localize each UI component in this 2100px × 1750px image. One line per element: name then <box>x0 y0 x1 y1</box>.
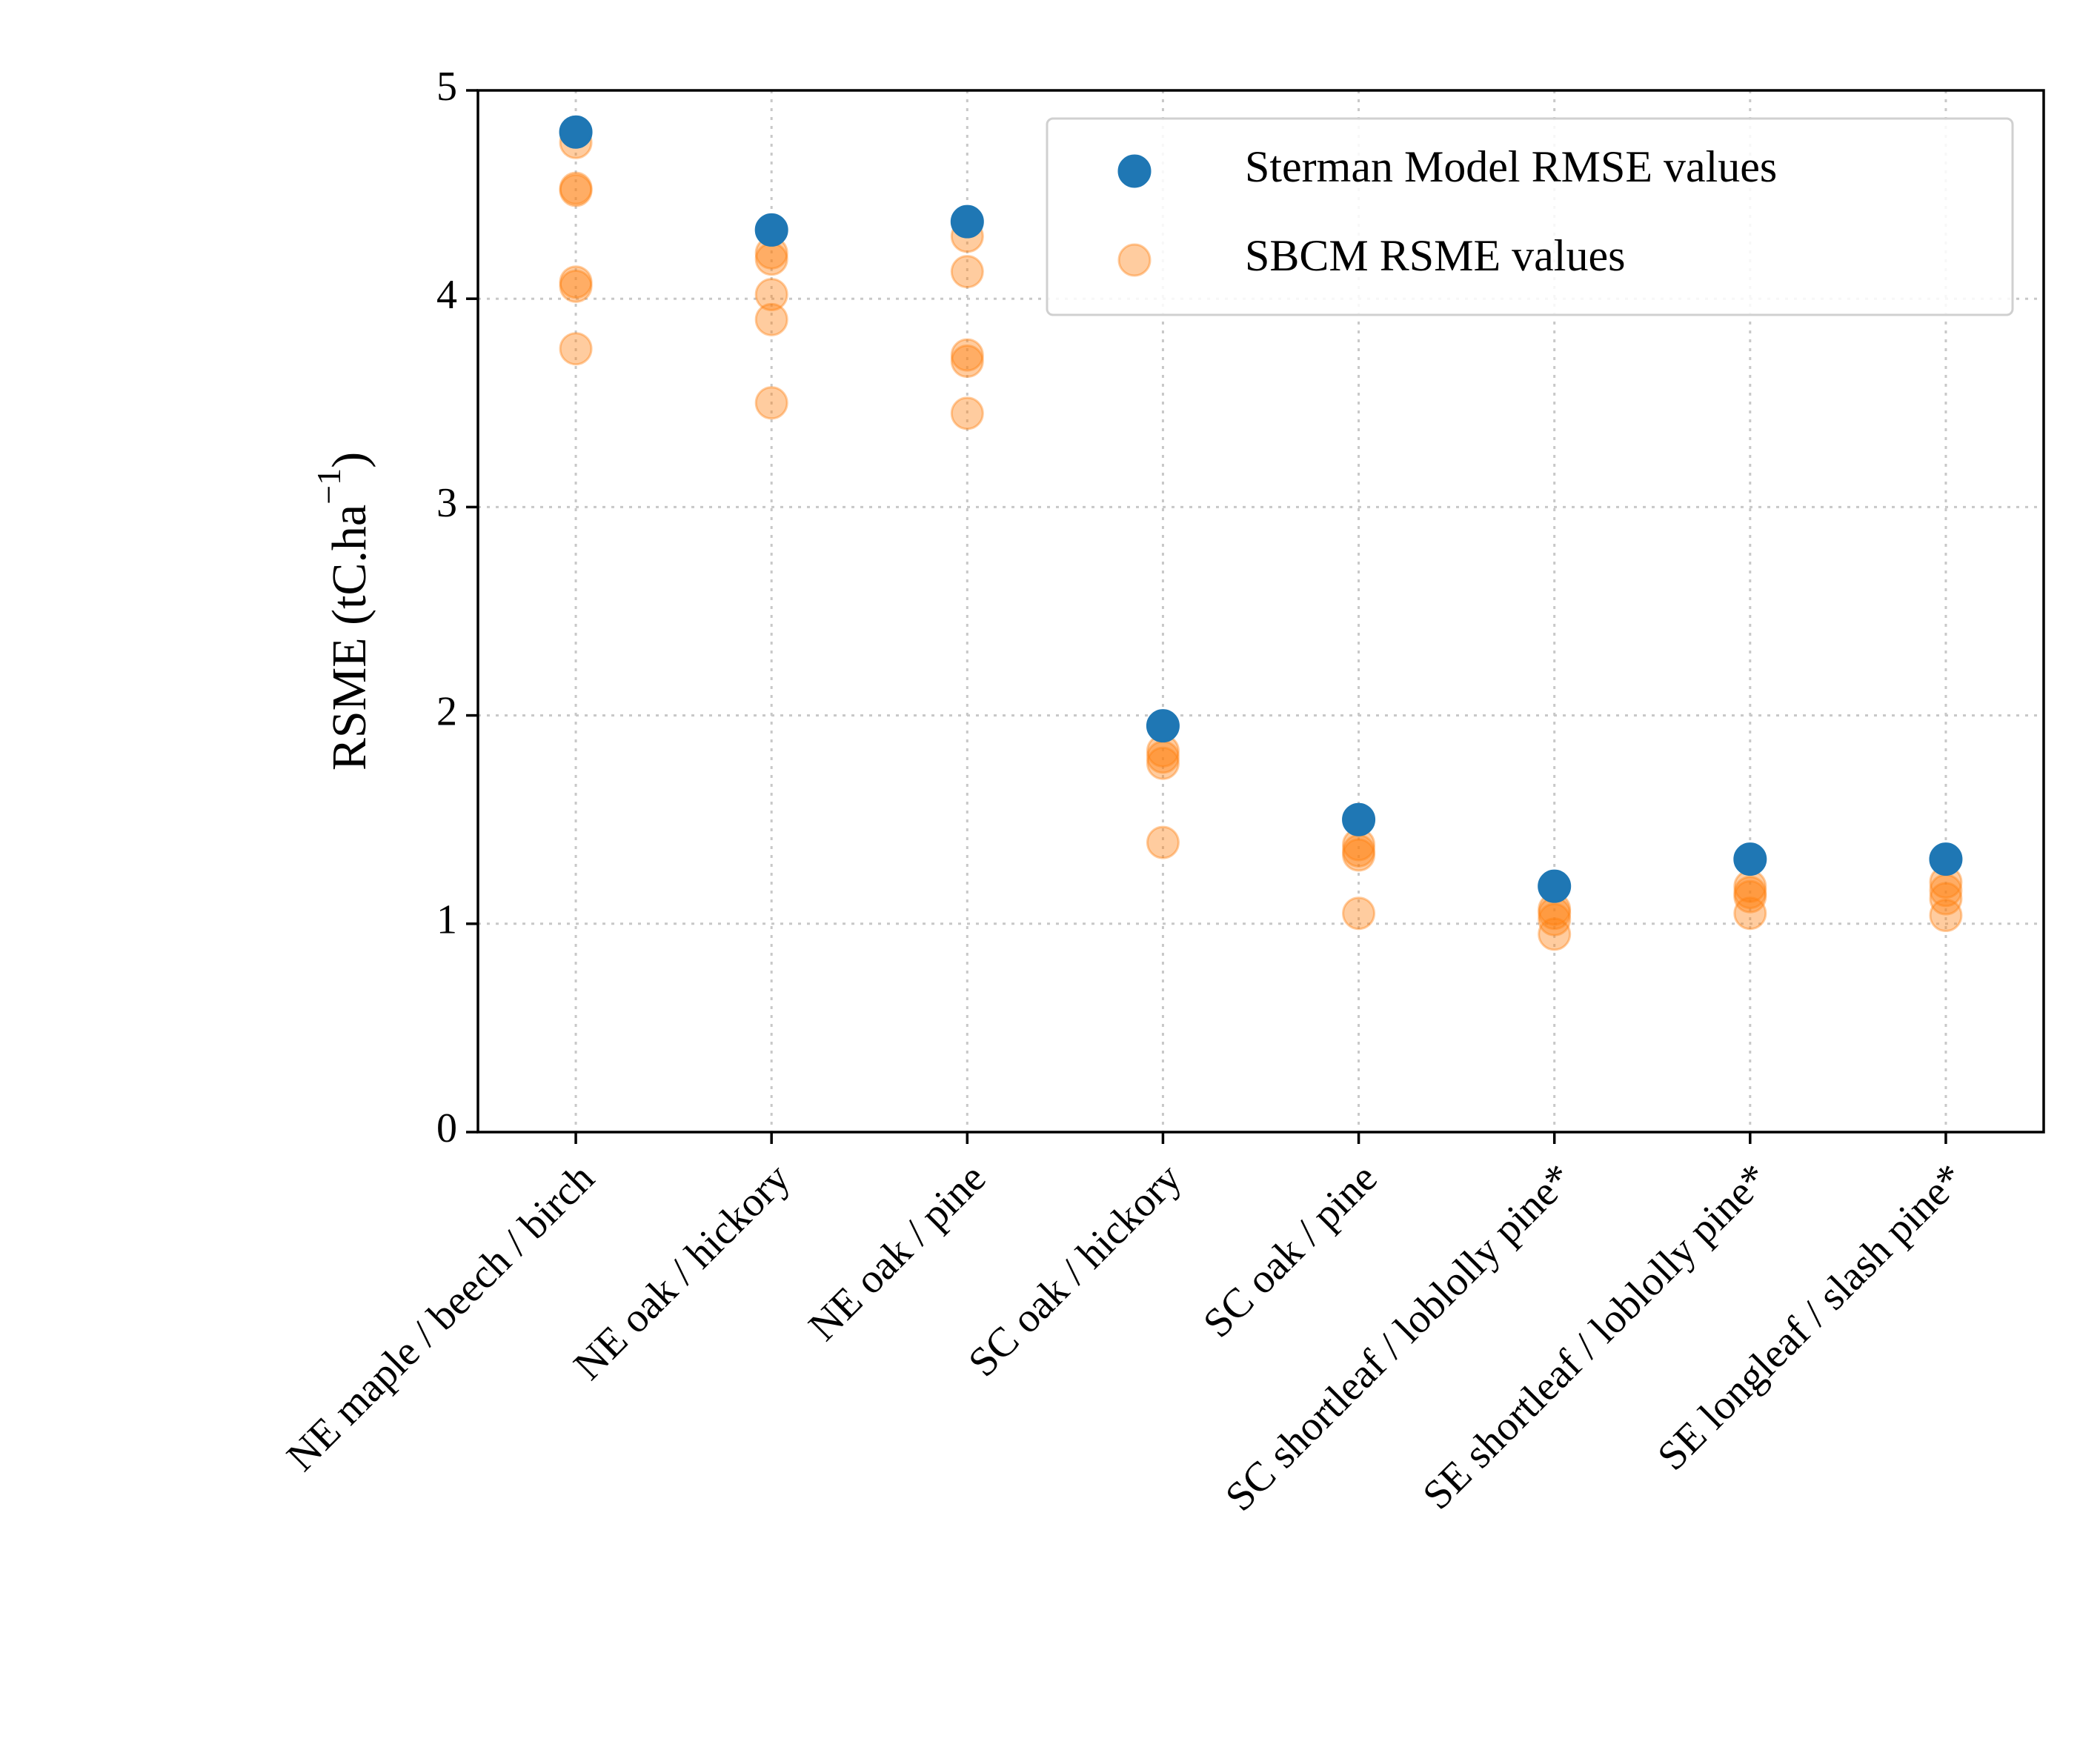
x-tick-label: SC shortleaf / loblolly pine* <box>1217 1155 1582 1520</box>
y-tick-label: 3 <box>436 480 457 526</box>
y-label-suffix: ) <box>322 452 376 468</box>
point <box>1929 899 1963 933</box>
x-tick-label: SC oak / pine <box>1194 1155 1386 1346</box>
point <box>754 386 788 420</box>
y-label-text: RSME (tC.ha <box>322 505 376 771</box>
point <box>1342 838 1376 872</box>
point <box>1733 896 1767 931</box>
point <box>1342 896 1376 931</box>
point <box>1538 869 1572 903</box>
point <box>559 265 593 299</box>
y-tick-label: 5 <box>436 64 457 110</box>
point <box>950 345 984 379</box>
point <box>950 204 984 239</box>
point <box>1733 879 1767 914</box>
y-label-superscript: −1 <box>310 468 348 505</box>
point <box>559 171 593 205</box>
y-tick-label: 0 <box>436 1105 457 1151</box>
legend-label: SBCM RSME values <box>1245 231 1625 280</box>
y-tick-label: 1 <box>436 897 457 943</box>
y-axis-label: RSME (tC.ha−1) <box>310 452 377 771</box>
point <box>1342 802 1376 836</box>
legend-marker <box>1117 243 1152 277</box>
x-tick-label: SE shortleaf / loblolly pine* <box>1414 1155 1777 1518</box>
point <box>559 332 593 366</box>
point <box>1146 825 1180 859</box>
point <box>754 302 788 336</box>
legend: Sterman Model RMSE values SBCM RSME value… <box>1046 117 2014 316</box>
y-tick-label: 4 <box>436 272 457 318</box>
x-tick-label: SC oak / hickory <box>960 1155 1190 1385</box>
point <box>754 213 788 247</box>
point <box>559 269 593 303</box>
legend-box <box>1046 117 2014 316</box>
point <box>559 115 593 149</box>
x-tick-label: NE maple / beech / birch <box>278 1155 603 1480</box>
point <box>1929 842 1963 876</box>
point <box>1538 917 1572 951</box>
y-tick-label: 2 <box>436 688 457 734</box>
x-tick-label: NE oak / pine <box>800 1155 995 1350</box>
point <box>950 255 984 289</box>
point <box>1929 882 1963 916</box>
plot-frame <box>476 89 2045 1134</box>
point <box>754 242 788 276</box>
legend-label: Sterman Model RMSE values <box>1245 142 1777 191</box>
point <box>1146 746 1180 780</box>
point <box>1538 902 1572 936</box>
point <box>754 278 788 312</box>
point <box>1733 842 1767 876</box>
point <box>1733 876 1767 910</box>
point <box>1146 709 1180 743</box>
point <box>559 173 593 207</box>
point <box>950 338 984 372</box>
legend-marker <box>1117 154 1152 188</box>
point <box>950 396 984 430</box>
